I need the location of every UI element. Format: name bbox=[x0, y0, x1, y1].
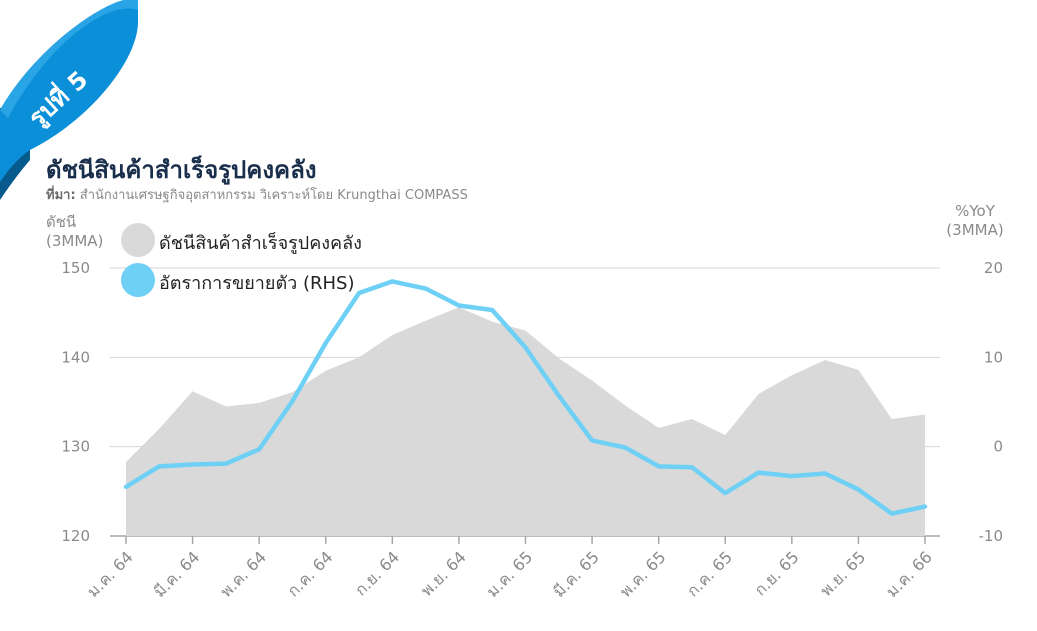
left-axis-unit-line1: ดัชนี bbox=[46, 213, 77, 231]
right-axis-unit-line2: (3MMA) bbox=[946, 221, 1004, 239]
y-left-tick-label: 150 bbox=[61, 259, 90, 277]
x-tick-label: ม.ค. 66 bbox=[882, 547, 936, 601]
y-left-tick-label: 130 bbox=[61, 438, 90, 456]
x-tick-label: ม.ค. 64 bbox=[83, 547, 137, 601]
x-tick-label: ก.ค. 65 bbox=[683, 547, 736, 600]
left-axis-unit: ดัชนี (3MMA) bbox=[46, 213, 103, 251]
source-note: ที่มา: สำนักงานเศรษฐกิจอุตสาหกรรม วิเครา… bbox=[46, 184, 468, 205]
y-left-tick-label: 120 bbox=[61, 527, 90, 545]
figure-badge-ribbon: รูปที่ 5 bbox=[0, 0, 138, 200]
x-tick-label: พ.ย. 64 bbox=[417, 547, 470, 600]
x-tick-label: ก.ค. 64 bbox=[284, 547, 337, 600]
x-tick-label: พ.ย. 65 bbox=[817, 547, 870, 600]
right-axis-unit-line1: %YoY bbox=[955, 202, 995, 220]
x-tick-label: ม.ค. 65 bbox=[483, 547, 537, 601]
x-tick-label: ก.ย. 64 bbox=[351, 547, 403, 599]
x-tick-label: ก.ย. 65 bbox=[751, 547, 803, 599]
legend-label-growth: อัตราการขยายตัว (RHS) bbox=[159, 273, 355, 294]
x-tick-label: พ.ค. 65 bbox=[616, 547, 670, 601]
x-tick-label: พ.ค. 64 bbox=[216, 547, 270, 601]
legend-swatch-index bbox=[121, 223, 155, 257]
legend-label-index: ดัชนีสินค้าสำเร็จรูปคงคลัง bbox=[159, 233, 362, 254]
y-right-tick-label: 10 bbox=[984, 348, 1003, 366]
y-left-tick-label: 140 bbox=[61, 348, 90, 366]
source-label: ที่มา: bbox=[46, 188, 76, 203]
ribbon-body bbox=[0, 0, 138, 182]
area-series-index bbox=[126, 307, 925, 536]
y-right-tick-label: -10 bbox=[979, 527, 1004, 545]
source-text: สำนักงานเศรษฐกิจอุตสาหกรรม วิเคราะห์โดย … bbox=[75, 188, 468, 203]
y-right-tick-label: 0 bbox=[993, 438, 1003, 456]
left-axis-unit-line2: (3MMA) bbox=[46, 232, 104, 250]
legend-swatch-growth bbox=[121, 263, 155, 297]
right-axis-unit: %YoY (3MMA) bbox=[942, 202, 1008, 240]
chart-title: ดัชนีสินค้าสำเร็จรูปคงคลัง bbox=[46, 156, 317, 184]
x-tick-label: มี.ค. 64 bbox=[150, 547, 204, 601]
x-tick-label: มี.ค. 65 bbox=[549, 547, 603, 601]
ribbon-highlight bbox=[0, 0, 138, 118]
y-right-tick-label: 20 bbox=[984, 259, 1003, 277]
